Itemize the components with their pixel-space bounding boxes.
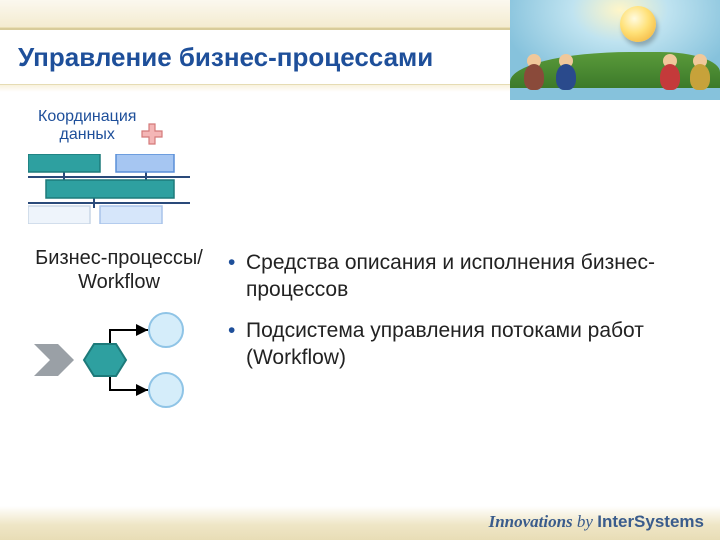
logo-intersystems: InterSystems <box>597 512 704 531</box>
label-bp-l1: Бизнес-процессы/ <box>35 247 203 269</box>
header-photo <box>510 0 720 100</box>
hexagon-node <box>84 344 126 376</box>
timeline-box <box>100 206 162 224</box>
bullet-list: Средства описания и исполнения бизнес-пр… <box>228 250 698 386</box>
footer-logo: Innovations by InterSystems <box>489 512 704 532</box>
footer: Innovations by InterSystems <box>0 498 720 540</box>
label-coordination: Координация данных <box>38 108 136 145</box>
timeline-box <box>28 206 90 224</box>
timeline-box <box>46 180 174 198</box>
workflow-diagram <box>32 312 202 410</box>
label-bp-l2: Workflow <box>78 271 160 293</box>
slide: Управление бизнес-процессами Координация… <box>0 0 720 540</box>
plus-icon <box>140 122 164 146</box>
timeline-box <box>28 154 100 172</box>
circle-node-bottom <box>149 373 183 407</box>
label-coordination-l1: Координация <box>38 108 136 125</box>
timeline-boxes <box>28 154 174 224</box>
chevron-icon <box>34 344 74 376</box>
label-coordination-l2: данных <box>60 126 115 143</box>
lightbulb-icon <box>620 6 656 42</box>
bullet-item: Средства описания и исполнения бизнес-пр… <box>228 250 698 304</box>
logo-by: by <box>573 512 598 531</box>
bullet-item: Подсистема управления потоками работ (Wo… <box>228 318 698 372</box>
timeline-box <box>116 154 174 172</box>
slide-title: Управление бизнес-процессами <box>18 42 433 73</box>
logo-innovations: Innovations <box>489 512 573 531</box>
circle-node-top <box>149 313 183 347</box>
timeline-diagram <box>28 154 190 224</box>
label-business-processes: Бизнес-процессы/ Workflow <box>24 246 214 294</box>
